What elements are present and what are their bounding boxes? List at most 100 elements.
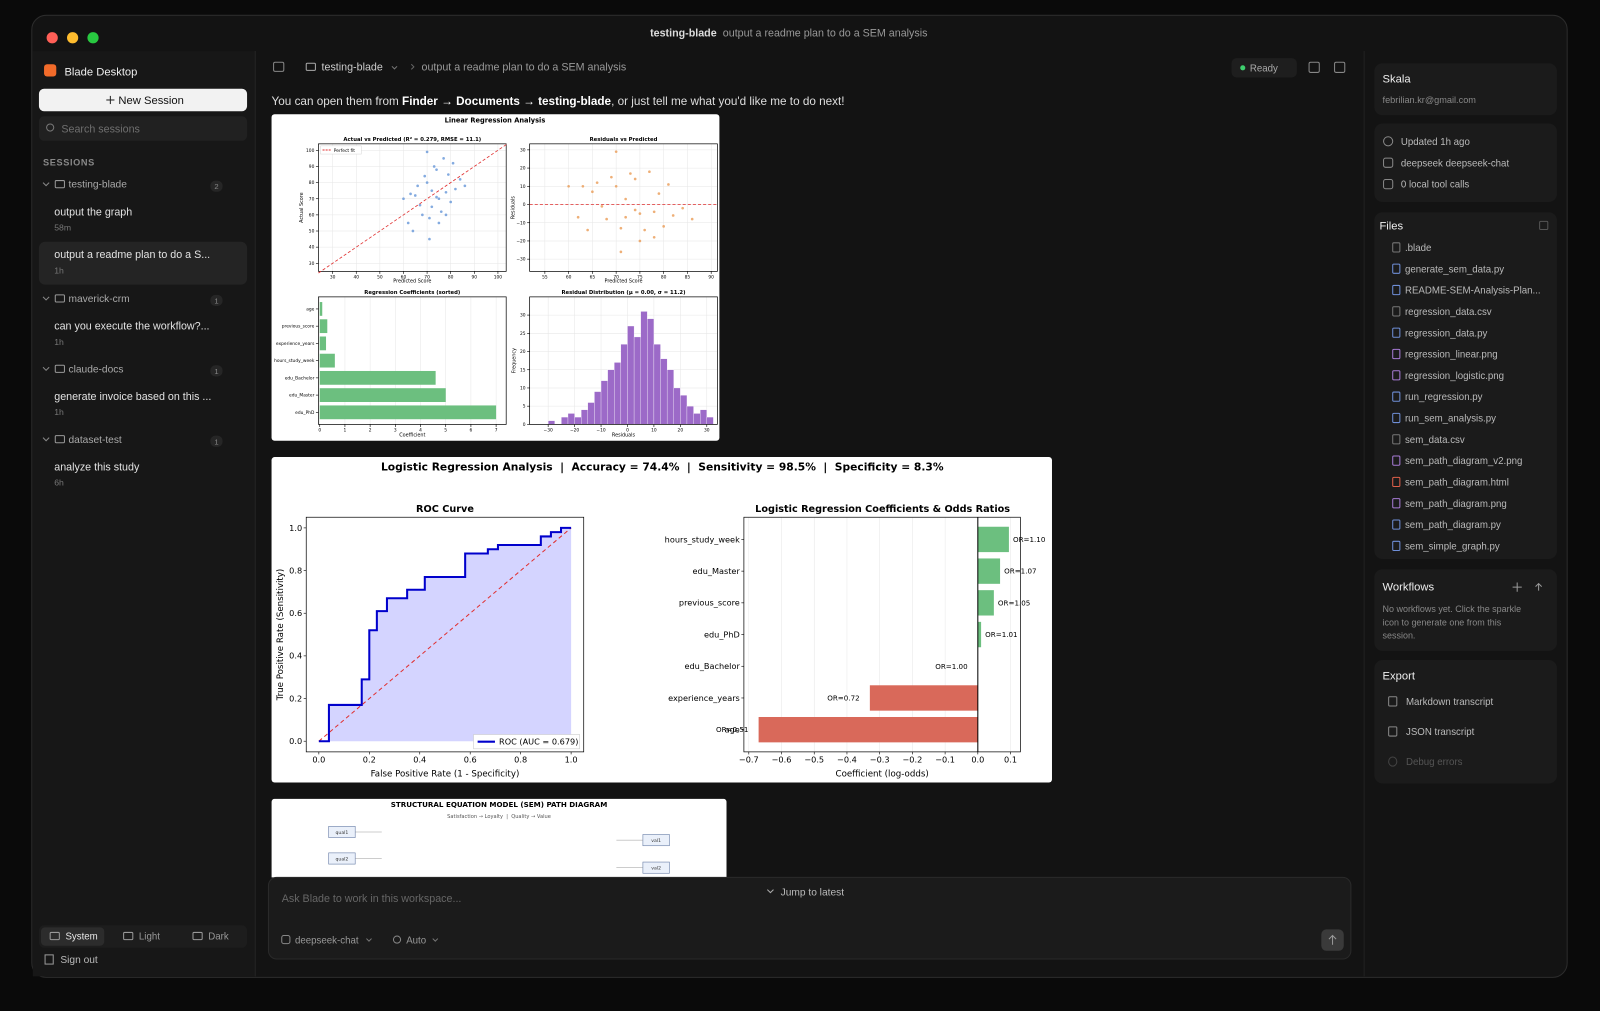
new-session-button[interactable] [38,88,248,112]
plot-frame [529,143,718,272]
upload-icon[interactable] [1535,582,1543,591]
scatter-point [610,175,613,179]
file-item[interactable]: regression_linear.png [1405,350,1498,361]
category-label: hours_study_week [274,358,315,364]
session-title[interactable]: can you execute the workflow?... [54,321,209,333]
file-item[interactable]: sem_path_diagram_v2.png [1405,456,1522,467]
file-item[interactable]: sem_path_diagram.png [1405,499,1507,510]
file-item[interactable]: sem_simple_graph.py [1405,541,1500,552]
zoom-button[interactable] [87,32,99,44]
histogram-bar [627,325,635,425]
mode-selector[interactable]: Auto [406,936,426,947]
x-tick-label: 0 [626,427,629,433]
session-time: 1h [54,407,64,417]
export-item[interactable]: Markdown transcript [1406,697,1494,708]
x-tick-label: −0.7 [739,755,759,765]
session-count: 1 [214,437,218,446]
session-title[interactable]: output a readme plan to do a S... [54,249,210,261]
legend-label: Perfect fit [334,148,355,154]
x-tick-label: 70 [613,274,619,280]
scatter-point [423,174,427,178]
bar [977,558,1001,584]
scatter-point [681,206,685,210]
x-tick-label: −10 [596,427,605,433]
theme-option[interactable]: Dark [208,932,229,943]
sparkle-icon[interactable] [1512,582,1522,592]
file-item[interactable]: sem_data.csv [1405,435,1465,446]
jump-to-latest[interactable]: Jump to latest [781,888,845,899]
plot-frame [318,296,507,425]
scatter-point [671,214,675,217]
close-button[interactable] [46,32,58,44]
scatter-point [416,184,419,188]
file-icon [1392,370,1401,381]
sidebar-toggle[interactable] [273,61,285,72]
file-item[interactable]: sem_path_diagram.html [1405,478,1509,489]
figure-title: STRUCTURAL EQUATION MODEL (SEM) PATH DIA… [391,800,608,809]
export-icon [1388,726,1398,737]
y-tick-label: 10 [520,385,526,391]
scatter-point [690,217,694,221]
assistant-message: You can open them from Finder → Document… [272,95,845,108]
bar [319,319,328,334]
file-item[interactable]: run_sem_analysis.py [1405,414,1496,425]
sem-node-label: qual2 [336,857,349,863]
x-tick-label: 100 [494,274,503,280]
x-tick-label: 7 [495,427,498,433]
chevron [42,437,50,442]
workflows-empty-text: icon to generate one from this [1383,617,1502,627]
category-label: previous_score [679,598,740,608]
export-item[interactable]: JSON transcript [1406,727,1475,738]
x-tick-label: 3 [394,427,397,433]
count-badge [210,365,223,377]
file-item[interactable]: README-SEM-Analysis-Plan... [1405,286,1541,297]
session-title[interactable]: output the graph [54,206,132,218]
histogram-bar [574,416,582,425]
scatter-point [458,178,462,181]
group-name[interactable]: dataset-test [69,435,122,446]
scatter-point [421,213,424,217]
y-axis-label: Actual Score [299,192,305,222]
meta-icon [1383,157,1394,168]
file-item[interactable]: sem_path_diagram.py [1405,520,1501,531]
status-label: Ready [1250,63,1278,74]
file-item[interactable]: .blade [1405,243,1431,254]
model-selector[interactable]: deepseek-chat [295,936,359,947]
breadcrumb-folder[interactable]: testing-blade [322,61,383,73]
panel-toggle[interactable] [1308,61,1320,73]
file-item[interactable]: regression_data.csv [1405,307,1492,318]
category-label: edu_PhD [704,629,740,639]
sidebar [32,51,256,977]
session-title[interactable]: generate invoice based on this ... [54,391,211,403]
file-item[interactable]: regression_logistic.png [1405,371,1504,382]
file-item[interactable]: regression_data.py [1405,328,1488,339]
breadcrumb-chat: output a readme plan to do a SEM analysi… [422,61,627,73]
files-card [1374,212,1557,560]
y-tick-label: 5 [523,404,526,410]
file-icon [1392,476,1401,488]
open-icon[interactable] [1539,220,1549,231]
search-box[interactable] [38,116,248,141]
file-icon [1392,412,1401,424]
sign-out[interactable]: Sign out [60,955,98,966]
file-item[interactable]: run_regression.py [1405,392,1483,403]
group-name[interactable]: claude-docs [69,364,124,375]
icon [46,123,55,132]
window-title-chat: output a readme plan to do a SEM analysi… [723,28,928,40]
minimize-button[interactable] [66,32,79,44]
mode-icon [392,935,402,944]
scatter-point [576,215,580,219]
composer-placeholder[interactable]: Ask Blade to work in this workspace... [282,893,462,905]
theme-option[interactable]: System [65,932,97,943]
theme-option[interactable]: Light [139,932,160,943]
session-title[interactable]: analyze this study [54,461,140,473]
file-item[interactable]: generate_sem_data.py [1405,264,1504,275]
panel-toggle[interactable] [1334,61,1346,73]
legend-label: ROC (AUC = 0.679) [499,737,578,747]
y-tick-label: 40 [309,245,315,251]
group-name[interactable]: maverick-crm [69,294,130,305]
section-label: SESSIONS [43,157,95,167]
group-name[interactable]: testing-blade [69,180,128,191]
